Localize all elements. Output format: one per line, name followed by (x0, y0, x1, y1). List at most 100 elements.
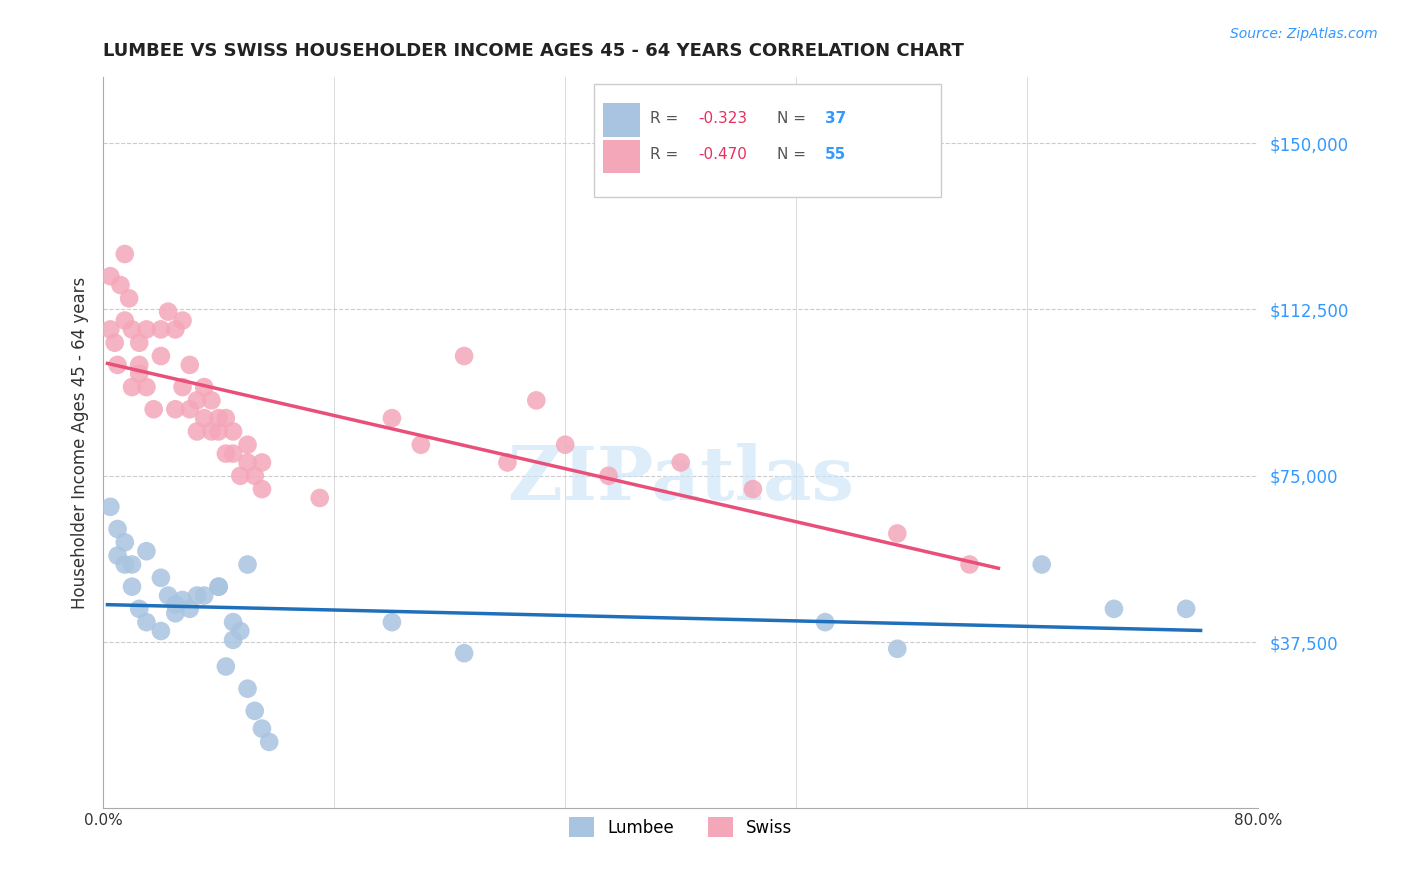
Y-axis label: Householder Income Ages 45 - 64 years: Householder Income Ages 45 - 64 years (72, 277, 89, 608)
Point (98, 269, 121, 284)
Point (193, 589, 215, 603)
Point (215, 447, 238, 461)
FancyBboxPatch shape (603, 103, 640, 136)
Point (107, 522, 129, 536)
Point (186, 393, 208, 408)
Point (157, 304, 180, 318)
Point (381, 411, 404, 425)
Point (172, 593, 194, 607)
Point (165, 402, 187, 417)
Point (208, 425, 231, 439)
Point (114, 535, 136, 549)
Text: 37: 37 (825, 111, 846, 126)
Point (157, 589, 180, 603)
Point (172, 380, 194, 394)
Text: ZIPatlas: ZIPatlas (508, 442, 855, 516)
Point (172, 313, 194, 327)
Point (814, 615, 837, 629)
Point (222, 425, 245, 439)
FancyBboxPatch shape (603, 139, 640, 173)
Point (118, 291, 141, 305)
Point (453, 646, 475, 660)
Point (200, 425, 222, 439)
Point (598, 468, 620, 483)
Text: -0.323: -0.323 (697, 111, 747, 126)
FancyBboxPatch shape (595, 84, 941, 197)
Point (149, 322, 172, 336)
Point (308, 491, 330, 505)
Point (200, 393, 222, 408)
Point (236, 558, 259, 572)
Point (208, 580, 231, 594)
Point (250, 455, 273, 469)
Point (222, 632, 245, 647)
Point (121, 380, 143, 394)
Text: R =: R = (650, 111, 683, 126)
Point (104, 335, 127, 350)
Point (381, 615, 404, 629)
Point (135, 615, 157, 629)
Point (257, 735, 280, 749)
Point (135, 544, 157, 558)
Point (121, 322, 143, 336)
Point (1175, 602, 1198, 616)
Point (742, 482, 765, 496)
Point (179, 602, 201, 616)
Point (121, 580, 143, 594)
Point (1031, 558, 1053, 572)
Point (114, 313, 136, 327)
Point (236, 681, 259, 696)
Point (149, 571, 172, 585)
Point (208, 411, 231, 425)
Point (165, 598, 187, 612)
Point (128, 358, 150, 372)
Point (193, 380, 215, 394)
Point (98, 322, 121, 336)
Point (669, 455, 692, 469)
Text: Source: ZipAtlas.com: Source: ZipAtlas.com (1230, 27, 1378, 41)
Legend: Lumbee, Swiss: Lumbee, Swiss (562, 810, 799, 844)
Point (149, 349, 172, 363)
Point (229, 468, 252, 483)
Point (886, 526, 908, 541)
Point (186, 425, 208, 439)
Point (229, 624, 252, 638)
Point (215, 659, 238, 673)
Text: LUMBEE VS SWISS HOUSEHOLDER INCOME AGES 45 - 64 YEARS CORRELATION CHART: LUMBEE VS SWISS HOUSEHOLDER INCOME AGES … (103, 42, 965, 60)
Point (236, 455, 259, 469)
Point (208, 580, 231, 594)
Point (250, 722, 273, 736)
Point (222, 447, 245, 461)
Point (496, 455, 519, 469)
Point (165, 322, 187, 336)
Point (409, 438, 432, 452)
Point (135, 380, 157, 394)
Point (886, 641, 908, 656)
Point (236, 438, 259, 452)
Point (554, 438, 576, 452)
Point (107, 358, 129, 372)
Point (243, 468, 266, 483)
Point (142, 402, 165, 417)
Point (128, 367, 150, 381)
Point (128, 602, 150, 616)
Point (959, 558, 981, 572)
Point (215, 411, 238, 425)
Point (524, 393, 547, 408)
Point (110, 278, 132, 293)
Point (98, 500, 121, 514)
Text: R =: R = (650, 147, 683, 162)
Point (453, 349, 475, 363)
Point (114, 247, 136, 261)
Point (243, 704, 266, 718)
Point (193, 411, 215, 425)
Point (121, 558, 143, 572)
Point (186, 589, 208, 603)
Point (107, 549, 129, 563)
Point (222, 615, 245, 629)
Point (135, 322, 157, 336)
Point (1102, 602, 1125, 616)
Point (179, 358, 201, 372)
Point (179, 402, 201, 417)
Point (149, 624, 172, 638)
